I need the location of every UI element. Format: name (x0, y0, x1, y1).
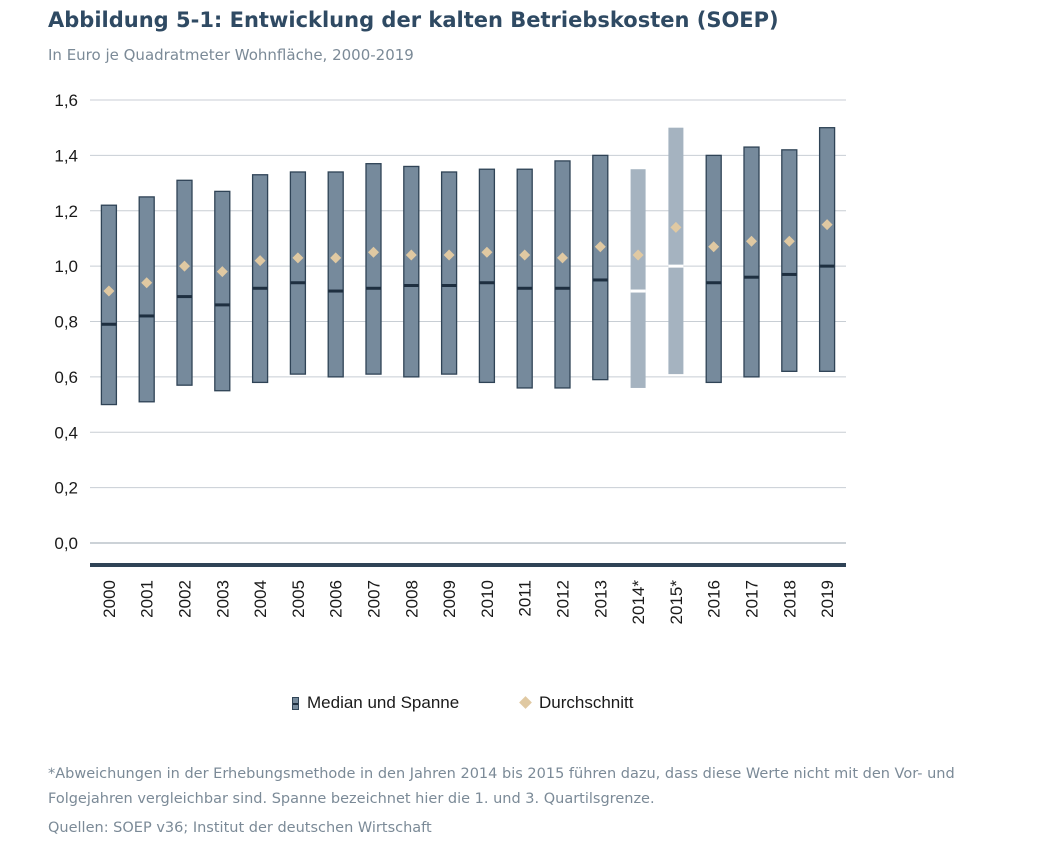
y-tick-label: 0,0 (54, 534, 78, 553)
mean-marker (481, 246, 493, 258)
range-box (138, 196, 155, 403)
range-box (630, 169, 646, 388)
mean-marker (557, 252, 568, 264)
range-box (781, 149, 798, 372)
range-box (327, 171, 344, 378)
range-box (440, 171, 458, 375)
range-box (705, 154, 722, 384)
x-tick-label: 2007 (365, 580, 384, 618)
mean-marker (670, 221, 682, 233)
x-tick-label: 2001 (138, 580, 157, 618)
x-tick-label: 2013 (591, 580, 610, 618)
mean-marker (254, 255, 266, 267)
y-tick-label: 0,2 (54, 479, 78, 498)
range-box (100, 204, 118, 406)
mean-marker (292, 252, 304, 264)
range-box (214, 190, 231, 392)
y-tick-label: 1,6 (54, 91, 78, 110)
range-box (818, 127, 836, 372)
x-tick-label: 2003 (213, 580, 232, 618)
y-tick-label: 1,4 (54, 146, 78, 165)
x-tick-label: 2017 (743, 580, 762, 618)
x-tick-label: 2005 (289, 580, 308, 618)
range-box (668, 127, 684, 375)
chart: 0,0 0,2 0,4 0,6 0,8 1,0 1,2 1,4 1,6 2000 2001 2002 2… (54, 91, 846, 625)
mean-marker (368, 246, 379, 258)
mean-marker (179, 260, 190, 272)
y-tick-label: 1,0 (54, 257, 78, 276)
range-box (743, 146, 760, 378)
x-tick-label: 2019 (818, 580, 837, 618)
y-tick-label: 0,4 (54, 423, 78, 442)
mean-marker (405, 249, 417, 261)
legend-label-mean: Durchschnitt (539, 693, 634, 712)
mean-marker (443, 249, 455, 261)
y-tick-label: 1,2 (54, 202, 78, 221)
y-tick-label: 0,8 (54, 313, 78, 332)
footnote: *Abweichungen in der Erhebungsmethode in… (48, 766, 955, 807)
range-box (592, 154, 609, 381)
mean-marker (216, 266, 228, 278)
range-box (478, 168, 496, 384)
range-box (251, 174, 269, 384)
x-tick-label: 2010 (478, 580, 497, 618)
range-box (403, 165, 420, 378)
range-box (554, 160, 571, 389)
box-legend-icon (292, 697, 299, 710)
x-tick-label: 2006 (327, 580, 346, 618)
x-tick-label: 2015* (667, 580, 686, 625)
x-tick-label: 2000 (100, 580, 119, 618)
x-tick-label: 2012 (554, 580, 573, 618)
x-tick-label: 2018 (780, 580, 799, 618)
mean-marker (141, 277, 153, 289)
range-box (176, 179, 193, 386)
mean-marker (746, 235, 757, 247)
diamond-legend-icon (519, 696, 532, 709)
mean-marker (594, 241, 606, 253)
x-tick-label: 2002 (176, 580, 195, 618)
x-tick-label: 2011 (516, 580, 535, 617)
mean-marker (632, 249, 644, 261)
range-box (289, 171, 307, 375)
x-tick-label: 2008 (402, 580, 421, 618)
x-tick-label: 2016 (705, 580, 724, 618)
mean-marker (708, 241, 720, 253)
y-tick-label: 0,6 (54, 368, 78, 387)
x-tick-label: 2009 (440, 580, 459, 618)
mean-marker (330, 252, 342, 264)
legend-label-range: Median und Spanne (307, 693, 460, 712)
source-note: Quellen: SOEP v36; Institut der deutsche… (48, 820, 432, 836)
x-tick-label: 2004 (251, 580, 270, 618)
range-box (365, 163, 382, 375)
x-tick-label: 2014* (629, 580, 648, 625)
mean-marker (103, 285, 115, 297)
mean-marker (519, 249, 531, 261)
chart-title: Abbildung 5-1: Entwicklung der kalten Be… (48, 8, 779, 32)
mean-marker (821, 219, 833, 231)
range-box (516, 168, 533, 389)
mean-marker (783, 235, 795, 247)
chart-subtitle: In Euro je Quadratmeter Wohnfläche, 2000… (48, 46, 414, 64)
